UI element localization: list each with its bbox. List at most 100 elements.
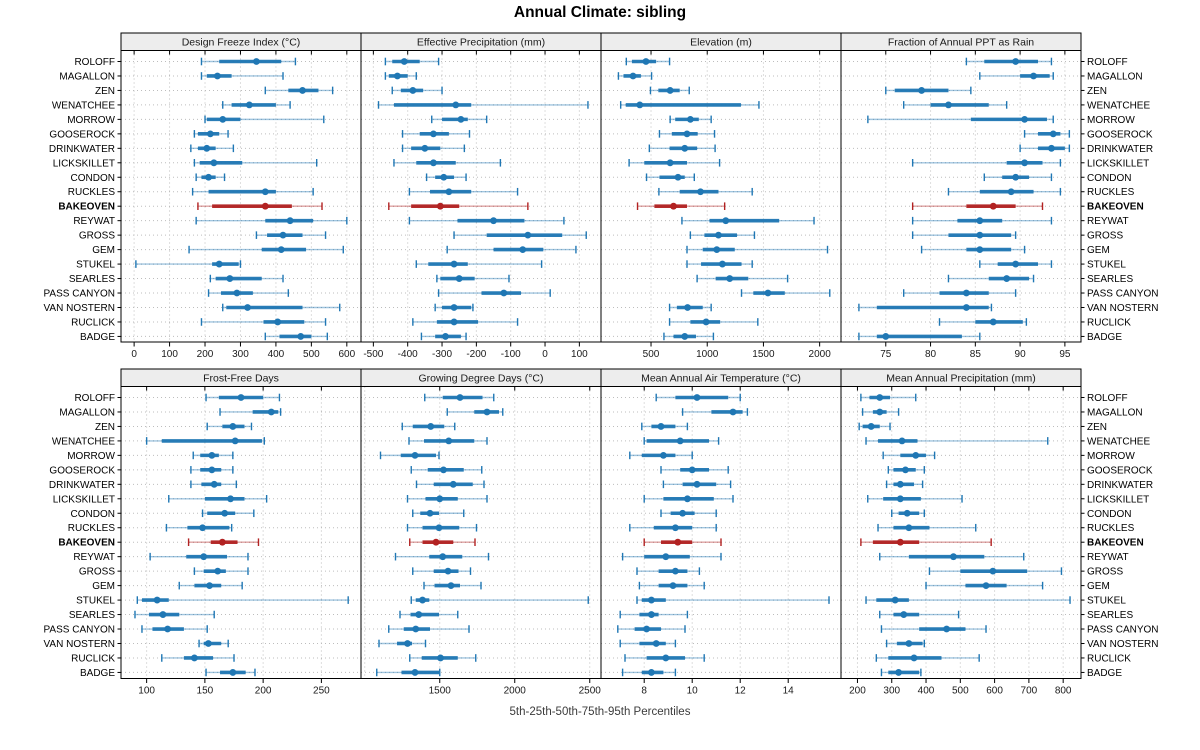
station-label: RUCLICK bbox=[71, 317, 115, 328]
median-dot bbox=[450, 318, 458, 326]
panel-border bbox=[600, 50, 842, 343]
percentile-row bbox=[686, 260, 753, 268]
percentile-row bbox=[879, 552, 1025, 561]
median-dot bbox=[447, 582, 455, 590]
panel-border bbox=[840, 50, 1082, 343]
x-tick-label: 100 bbox=[161, 349, 178, 360]
x-tick-label: 200 bbox=[849, 686, 866, 697]
panel-grid bbox=[601, 386, 841, 679]
median-dot bbox=[455, 275, 463, 282]
percentile-row bbox=[983, 173, 1053, 182]
station-label: CONDON bbox=[71, 509, 115, 520]
median-dot bbox=[943, 625, 950, 633]
percentile-row bbox=[195, 173, 226, 182]
median-dot bbox=[205, 173, 212, 181]
percentile-row bbox=[399, 610, 459, 619]
panel-grid bbox=[601, 50, 841, 342]
median-dot bbox=[229, 423, 237, 430]
panel-mean-annual-air-temperature-c-: Mean Annual Air Temperature (°C) 8 10 12 14 bbox=[600, 368, 842, 697]
median-dot bbox=[1048, 144, 1055, 152]
median-dot bbox=[976, 217, 984, 225]
median-dot bbox=[688, 466, 696, 474]
percentile-row bbox=[885, 639, 926, 648]
x-tick-label: 2000 bbox=[809, 349, 832, 360]
x-tick-label: 700 bbox=[1021, 686, 1038, 697]
median-dot bbox=[648, 611, 655, 618]
percentile-row bbox=[641, 422, 689, 431]
panel-fraction-of-annual-ppt-as-rain: Fraction of Annual PPT as Rain 75 80 85 90 95 bbox=[840, 32, 1082, 360]
median-dot bbox=[1030, 72, 1037, 80]
station-label: VAN NOSTERN bbox=[44, 639, 116, 650]
median-dot bbox=[214, 567, 222, 575]
median-dot bbox=[672, 567, 679, 575]
median-dot bbox=[452, 101, 460, 109]
median-dot bbox=[693, 480, 701, 488]
median-dot bbox=[702, 318, 710, 326]
station-label: WENATCHEE bbox=[52, 100, 115, 111]
median-dot bbox=[867, 423, 875, 430]
percentile-row bbox=[145, 437, 266, 445]
median-dot bbox=[962, 289, 970, 297]
x-tick-label: 2500 bbox=[579, 686, 602, 697]
median-dot bbox=[693, 394, 701, 401]
median-dot bbox=[660, 451, 667, 459]
percentile-row bbox=[193, 158, 318, 167]
percentile-row bbox=[947, 187, 1062, 196]
percentile-row bbox=[409, 538, 476, 546]
percentile-row bbox=[446, 408, 504, 416]
median-dot bbox=[436, 495, 444, 503]
x-tick-label: -500 bbox=[363, 349, 383, 360]
station-label: MORROW bbox=[67, 451, 115, 462]
station-label: LICKSKILLET bbox=[1087, 494, 1149, 505]
median-dot bbox=[876, 408, 884, 416]
median-dot bbox=[215, 260, 223, 268]
median-dot bbox=[456, 394, 464, 401]
x-tick-label: 100 bbox=[138, 686, 155, 697]
percentile-row bbox=[880, 625, 987, 633]
percentile-row bbox=[625, 57, 671, 66]
panel-effective-precipitation-mm-: Effective Precipitation (mm) -500 -400 -300… bbox=[360, 32, 602, 360]
percentile-row bbox=[1023, 130, 1071, 138]
median-dot bbox=[918, 87, 925, 94]
x-tick-label: 80 bbox=[925, 349, 937, 360]
chart-caption: 5th-25th-50th-75th-95th Percentiles bbox=[509, 706, 691, 718]
percentile-row bbox=[264, 86, 334, 95]
median-dot bbox=[436, 202, 444, 210]
percentile-row bbox=[920, 245, 1026, 254]
station-label: BAKEOVEN bbox=[58, 538, 115, 549]
median-dot bbox=[500, 289, 508, 297]
station-label: ZEN bbox=[95, 86, 115, 97]
station-label: CONDON bbox=[71, 173, 115, 184]
station-label: MAGALLON bbox=[1087, 71, 1143, 82]
percentile-row bbox=[408, 216, 565, 225]
median-dot bbox=[159, 611, 167, 618]
median-dot bbox=[190, 654, 198, 662]
panel-design-freeze-index-c-: Design Freeze Index (°C) 0 100 200 300 400 500… bbox=[120, 32, 362, 360]
station-label: MORROW bbox=[67, 115, 115, 126]
median-dot bbox=[430, 159, 437, 167]
percentile-row bbox=[643, 538, 722, 546]
percentile-row bbox=[658, 130, 716, 138]
median-dot bbox=[1007, 188, 1015, 196]
percentile-row bbox=[193, 567, 249, 575]
station-label: DRINKWATER bbox=[49, 480, 115, 491]
median-dot bbox=[697, 188, 704, 196]
median-dot bbox=[1003, 275, 1011, 282]
station-label: REYWAT bbox=[73, 552, 115, 563]
panel-header-label: Growing Degree Days (°C) bbox=[419, 373, 544, 385]
percentile-row bbox=[393, 158, 502, 167]
station-label: PASS CANYON bbox=[1087, 625, 1159, 636]
median-dot bbox=[299, 87, 306, 94]
median-dot bbox=[427, 423, 435, 430]
median-dot bbox=[950, 553, 957, 561]
percentile-row bbox=[206, 422, 253, 431]
x-tick-label: 2000 bbox=[504, 686, 527, 697]
median-dot bbox=[415, 611, 423, 618]
median-dot bbox=[898, 437, 906, 445]
percentile-row bbox=[384, 72, 417, 80]
median-dot bbox=[490, 217, 497, 225]
median-dot bbox=[450, 260, 458, 268]
station-label: GROSS bbox=[79, 567, 115, 578]
percentile-row bbox=[200, 57, 297, 66]
median-dot bbox=[244, 304, 251, 311]
